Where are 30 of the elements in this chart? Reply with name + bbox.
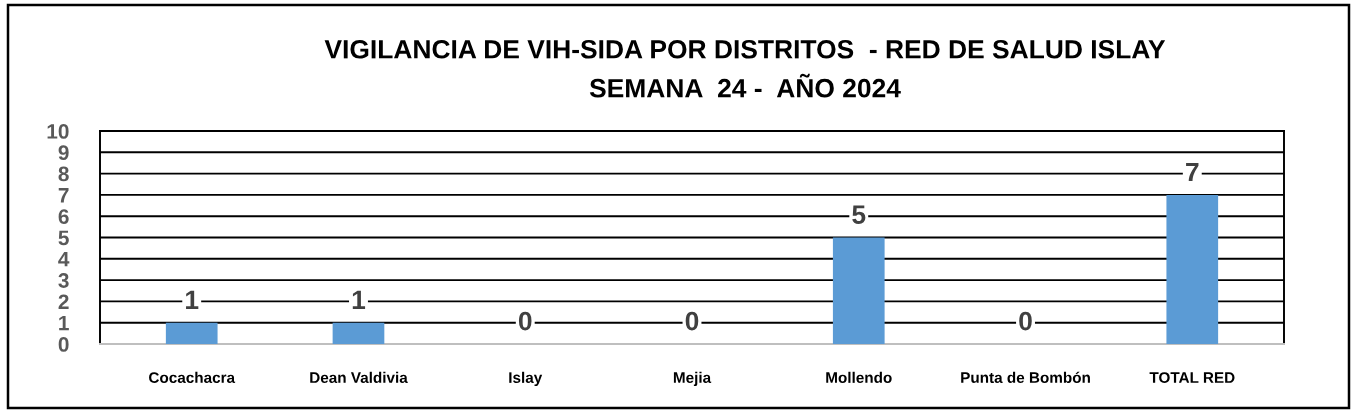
x-tick-label: Cocachacra — [149, 371, 236, 383]
x-tick-label: Dean Valdivia — [310, 371, 408, 383]
x-tick-label: TOTAL RED — [1149, 372, 1235, 383]
y-tick-label: 7 — [58, 188, 69, 203]
x-tick-label: Mollendo — [826, 371, 892, 383]
x-tick-label: Islay — [509, 371, 543, 387]
y-tick-label: 3 — [58, 273, 69, 288]
y-tick-label: 9 — [58, 145, 69, 161]
x-tick-label: Punta de Bombón — [961, 371, 1090, 383]
chart-title: VIGILANCIA DE VIH-SIDA POR DISTRITOS - RED DE SALUD ISLAY SEMANA 24 - AÑO 2024 — [324, 39, 1166, 98]
y-tick-label: 10 — [47, 124, 69, 139]
y-tick-label: 6 — [58, 209, 69, 224]
data-label: 0 — [1019, 311, 1032, 331]
y-tick-label: 8 — [58, 166, 69, 182]
data-label: 7 — [1186, 162, 1199, 182]
bar — [832, 237, 885, 344]
y-tick-label: 0 — [58, 337, 69, 352]
data-label: 0 — [685, 311, 699, 331]
x-tick-label: Mejia — [673, 371, 712, 387]
data-label: 5 — [852, 205, 866, 224]
bar — [165, 322, 218, 344]
y-tick-label: 4 — [58, 252, 70, 267]
data-label: 0 — [518, 311, 532, 331]
y-tick-label: 2 — [58, 294, 69, 309]
bar — [1166, 194, 1219, 344]
data-label: 1 — [352, 290, 366, 309]
y-tick-label: 5 — [58, 230, 69, 246]
data-label: 1 — [186, 290, 199, 309]
y-tick-label: 1 — [59, 315, 69, 331]
bar — [332, 322, 385, 344]
